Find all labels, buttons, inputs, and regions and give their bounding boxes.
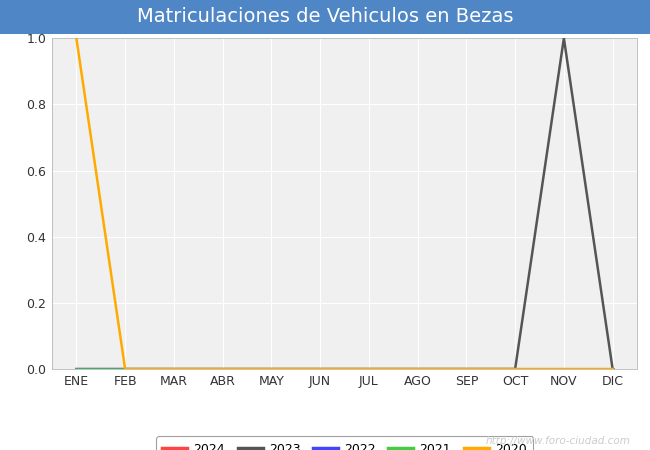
Bar: [52, 38, 637, 369]
Text: http://www.foro-ciudad.com: http://www.foro-ciudad.com: [486, 436, 630, 446]
Legend: 2024, 2023, 2022, 2021, 2020: 2024, 2023, 2022, 2021, 2020: [156, 436, 533, 450]
Text: Matriculaciones de Vehiculos en Bezas: Matriculaciones de Vehiculos en Bezas: [136, 7, 514, 27]
